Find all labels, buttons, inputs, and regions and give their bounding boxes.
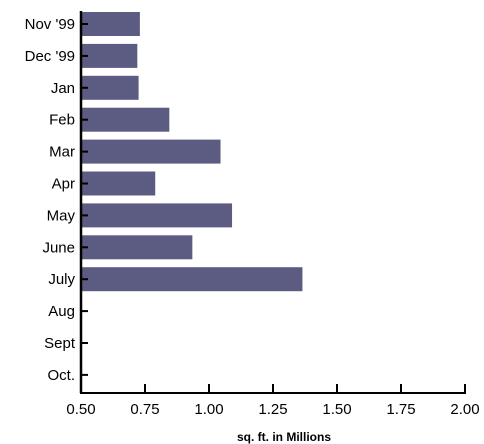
y-tick-label: Oct.	[47, 367, 75, 384]
x-tick-label: 0.50	[66, 401, 95, 418]
x-tick-label: 2.00	[450, 401, 479, 418]
x-tick-label: 0.75	[130, 401, 159, 418]
y-tick-label: Dec '99	[25, 48, 75, 65]
x-tick-label: 1.00	[194, 401, 223, 418]
bar	[81, 235, 193, 260]
y-axis: Nov '99 Dec '99 Jan Feb Mar Apr May June July Aug…	[25, 11, 88, 393]
bars-group	[81, 12, 303, 292]
y-tick-label: Jan	[51, 80, 75, 97]
bar	[81, 43, 138, 68]
bar	[81, 75, 139, 100]
y-tick-label: May	[47, 207, 76, 224]
bar	[81, 171, 156, 196]
y-tick-label: Nov '99	[25, 16, 75, 33]
y-tick-label: Mar	[49, 144, 75, 161]
x-tick-label: 1.25	[258, 401, 287, 418]
y-tick-label: June	[42, 239, 75, 256]
x-axis-title: sq. ft. in Millions	[237, 430, 331, 444]
bar	[81, 139, 221, 164]
bar	[81, 203, 233, 228]
bar	[81, 107, 170, 132]
x-tick-label: 1.75	[386, 401, 415, 418]
bar	[81, 267, 303, 292]
y-tick-label: Sept	[44, 335, 76, 352]
x-axis: 0.50 0.75 1.00 1.25 1.50 1.75 2.00	[66, 384, 480, 418]
x-tick-label: 1.50	[322, 401, 351, 418]
y-tick-label: Aug	[48, 303, 75, 320]
y-tick-label: July	[48, 271, 75, 288]
y-tick-label: Apr	[52, 176, 75, 193]
y-tick-label: Feb	[49, 112, 75, 129]
bar	[81, 12, 140, 36]
